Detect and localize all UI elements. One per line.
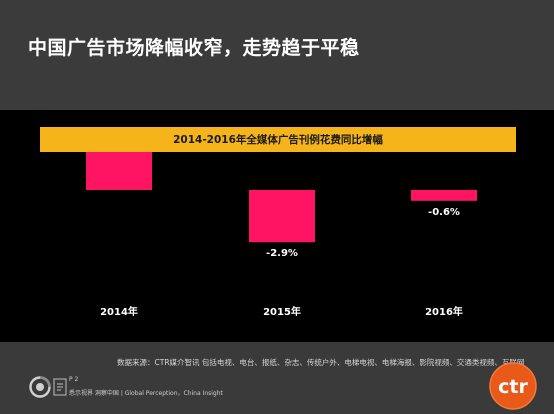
footer-band [0, 342, 554, 414]
bar-2 [411, 190, 477, 201]
category-label-0: 2014年 [100, 305, 138, 318]
header-band: 中国广告市场降幅收窄，走势趋于平稳 [0, 0, 554, 110]
chart-title: 2014-2016年全媒体广告刊例花费同比增幅 [40, 127, 516, 152]
footer-slogan: 悉示视界 洞察中国 | Global Perception，China Insi… [69, 390, 223, 397]
small-mark-icon [53, 378, 67, 396]
bar-0 [86, 150, 152, 190]
bar-1 [249, 190, 315, 243]
data-label-2: -0.6% [428, 207, 460, 218]
category-label-1: 2015年 [263, 305, 301, 318]
perception-logo-icon [29, 376, 51, 398]
ctr-logo: ctr [489, 362, 537, 410]
category-label-2: 2016年 [425, 305, 463, 318]
page-title: 中国广告市场降幅收窄，走势趋于平稳 [28, 37, 360, 59]
data-label-1: -2.9% [266, 248, 298, 259]
page-number: P 2 [69, 376, 79, 383]
data-source-note: 数据来源：CTR媒介智讯 包括电视、电台、报纸、杂志、传统户外、电梯电视、电梯海… [117, 358, 525, 367]
ctr-logo-text: ctr [498, 376, 528, 398]
bar-chart: 2.2%2014年-2.9%2015年-0.6%2016年 [86, 135, 477, 318]
